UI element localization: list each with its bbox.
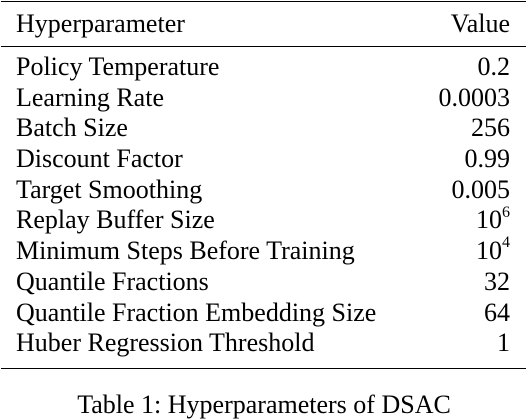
table-row: Policy Temperature 0.2 <box>0 52 528 83</box>
row-param: Batch Size <box>16 113 128 143</box>
row-value-base: 10 <box>476 236 502 266</box>
row-value-base: 64 <box>484 297 510 327</box>
table-bottom-rule <box>1 368 526 369</box>
table-body: Policy Temperature 0.2 Learning Rate 0.0… <box>0 52 528 359</box>
row-param: Learning Rate <box>16 82 164 112</box>
row-param: Quantile Fraction Embedding Size <box>16 297 377 327</box>
table-row: Quantile Fractions 32 <box>0 267 528 298</box>
table-header-rule <box>1 46 526 47</box>
row-param: Minimum Steps Before Training <box>16 236 355 266</box>
row-value-base: 0.0003 <box>438 82 511 112</box>
row-value: 106 <box>476 203 510 235</box>
table-row: Discount Factor 0.99 <box>0 144 528 175</box>
row-value-base: 0.2 <box>477 52 511 81</box>
row-value: 256 <box>471 113 510 143</box>
table-row: Learning Rate 0.0003 <box>0 83 528 114</box>
row-value: 0.0003 <box>439 83 511 113</box>
row-value-base: 256 <box>471 113 510 143</box>
table-row: Huber Regression Threshold 1 <box>0 328 528 359</box>
row-value-base: 0.005 <box>451 174 511 204</box>
table-row: Target Smoothing 0.005 <box>0 175 528 206</box>
row-value-base: 32 <box>484 266 510 296</box>
row-value: 104 <box>476 234 510 266</box>
row-value-exponent: 4 <box>502 234 510 252</box>
table-row: Minimum Steps Before Training 104 <box>0 234 528 267</box>
header-hyperparameter: Hyperparameter <box>16 9 185 38</box>
row-value-exponent: 6 <box>502 203 510 221</box>
row-value-base: 1 <box>497 328 510 358</box>
row-param: Quantile Fractions <box>16 266 209 296</box>
table-row: Quantile Fraction Embedding Size 64 <box>0 298 528 329</box>
row-value: 1 <box>497 328 510 358</box>
table-top-rule <box>1 1 526 2</box>
header-value: Value <box>450 9 510 38</box>
row-param: Target Smoothing <box>16 174 203 204</box>
row-value-base: 10 <box>476 205 502 235</box>
row-value: 0.005 <box>452 175 511 205</box>
table-caption: Table 1: Hyperparameters of DSAC <box>77 390 451 419</box>
table-header-row: Hyperparameter Value <box>0 7 528 41</box>
row-value-base: 0.99 <box>464 144 511 174</box>
row-value: 0.2 <box>478 52 511 82</box>
row-param: Huber Regression Threshold <box>16 328 315 358</box>
row-value: 64 <box>484 298 510 328</box>
row-param: Discount Factor <box>16 144 183 174</box>
row-param: Replay Buffer Size <box>16 205 215 235</box>
table-row: Replay Buffer Size 106 <box>0 203 528 236</box>
table-row: Batch Size 256 <box>0 113 528 144</box>
row-value: 0.99 <box>465 144 511 174</box>
row-param: Policy Temperature <box>16 52 220 81</box>
row-value: 32 <box>484 267 510 297</box>
